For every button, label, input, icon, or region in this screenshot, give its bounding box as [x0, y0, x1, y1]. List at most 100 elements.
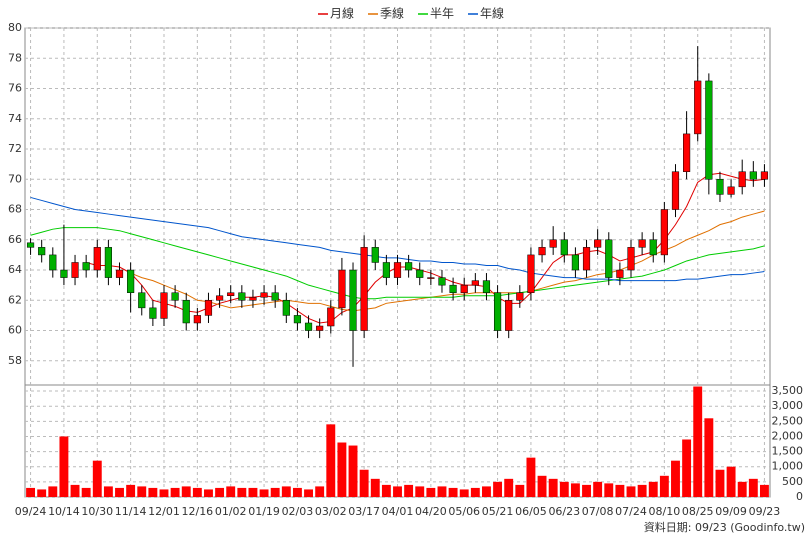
volume-bar: [748, 478, 758, 497]
candle-body: [627, 247, 635, 271]
x-tick-label: 07/24: [615, 505, 647, 518]
volume-bar: [482, 486, 491, 497]
candle-body: [238, 292, 246, 301]
candle-body: [405, 262, 413, 271]
volume-bar: [59, 436, 69, 497]
x-tick-label: 06/05: [515, 505, 547, 518]
candle-body: [382, 262, 390, 278]
candle-body: [727, 186, 735, 195]
y-tick-label: 0: [796, 490, 803, 503]
volume-bar: [393, 486, 402, 497]
x-tick-label: 02/03: [282, 505, 314, 518]
candle-body: [327, 307, 335, 327]
x-tick-label: 09/24: [15, 505, 47, 518]
candle-body: [71, 262, 79, 278]
candle-body: [204, 300, 213, 316]
volume-bar: [504, 478, 514, 497]
volume-bar: [115, 487, 124, 497]
candle-body: [471, 280, 479, 286]
candle-body: [82, 262, 90, 271]
volume-bar: [326, 424, 336, 497]
x-tick-label: 12/16: [181, 505, 213, 518]
candle-body: [216, 295, 224, 301]
candle-body: [260, 292, 268, 298]
candle-body: [193, 315, 201, 324]
y-tick-label: 2,000: [772, 429, 804, 442]
candle-body: [694, 80, 702, 135]
volume-bar: [604, 483, 614, 497]
candle-body: [38, 247, 46, 256]
candle-body: [749, 171, 757, 180]
candle-body: [316, 325, 324, 331]
candle-body: [482, 280, 491, 293]
legend-label: 季線: [380, 6, 404, 21]
volume-bar: [437, 486, 447, 497]
volume-bar: [671, 460, 680, 497]
y-tick-label: 72: [8, 142, 22, 155]
y-tick-label: 3,500: [772, 384, 804, 397]
volume-bar: [148, 487, 158, 497]
volume-bar: [593, 481, 603, 497]
y-tick-label: 80: [8, 21, 22, 34]
volume-bar: [181, 486, 191, 497]
volume-bar: [304, 489, 313, 497]
x-tick-label: 11/14: [115, 505, 147, 518]
candle-body: [416, 269, 424, 278]
candle-body: [127, 269, 135, 293]
candle-body: [349, 269, 357, 331]
volume-bar: [70, 484, 80, 497]
candle-body: [516, 292, 524, 301]
volume-bar: [548, 478, 558, 497]
candle-body: [282, 300, 290, 316]
volume-bar: [459, 489, 469, 497]
candle-body: [683, 133, 691, 172]
candle-body: [104, 247, 112, 278]
volume-bar: [337, 442, 347, 497]
volume-bar: [682, 439, 692, 497]
volume-bar: [759, 484, 769, 497]
candle-body: [427, 277, 435, 279]
y-tick-label: 78: [8, 51, 22, 64]
x-tick-label: 06/23: [548, 505, 580, 518]
candle-body: [271, 292, 279, 301]
candle-body: [138, 292, 146, 309]
y-tick-label: 60: [8, 324, 22, 337]
candle-body: [160, 292, 168, 319]
candle-body: [705, 80, 713, 180]
candle-body: [304, 322, 313, 331]
candle-body: [616, 269, 624, 278]
candle-body: [227, 292, 235, 297]
volume-bar: [559, 481, 569, 497]
candle-body: [393, 262, 402, 278]
volume-bar: [381, 484, 391, 497]
volume-bar: [192, 487, 202, 497]
x-tick-label: 09/09: [715, 505, 747, 518]
x-tick-label: 10/14: [48, 505, 80, 518]
candle-body: [249, 297, 257, 301]
candle-body: [571, 254, 579, 271]
candle-body: [449, 284, 457, 293]
candle-body: [527, 254, 535, 293]
volume-bar: [537, 475, 547, 497]
volume-bar: [259, 489, 269, 497]
volume-bar: [515, 484, 525, 497]
x-tick-label: 07/08: [582, 505, 614, 518]
volume-bar: [215, 487, 225, 497]
volume-bar: [237, 487, 247, 497]
y-tick-label: 1,500: [772, 445, 804, 458]
volume-bar: [615, 484, 625, 497]
x-tick-label: 09/23: [749, 505, 781, 518]
ma-line: [130, 210, 765, 312]
volume-bar: [37, 489, 47, 497]
x-tick-label: 05/06: [448, 505, 480, 518]
candle-body: [760, 171, 769, 180]
candle-body: [438, 277, 446, 286]
candle-body: [338, 269, 346, 309]
volume-bar: [159, 489, 169, 497]
x-tick-label: 01/19: [248, 505, 280, 518]
candle-body: [605, 239, 613, 278]
volume-bar: [370, 478, 380, 497]
candle-body: [371, 247, 379, 263]
y-tick-label: 68: [8, 203, 22, 216]
